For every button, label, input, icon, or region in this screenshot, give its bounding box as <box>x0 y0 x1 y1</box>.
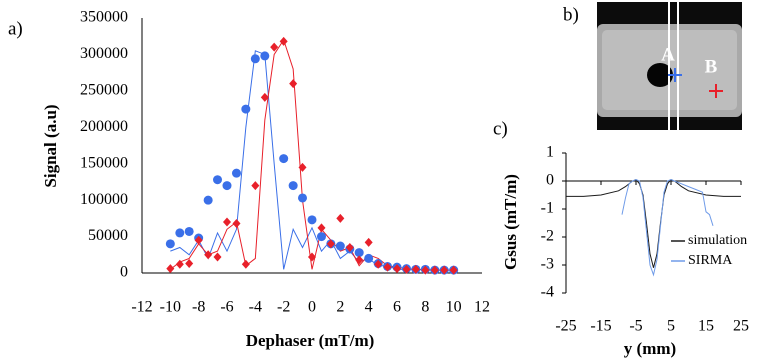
y-axis-title: Gsus (mT/m) <box>501 174 520 270</box>
y-tick-label: -4 <box>541 284 554 301</box>
y-tick-label: 200000 <box>80 118 128 135</box>
x-tick-label: -12 <box>131 299 152 316</box>
marker-label: A <box>661 44 675 65</box>
x-tick-label: -2 <box>277 299 290 316</box>
circle-point <box>166 239 175 248</box>
x-tick-label: 4 <box>365 299 373 316</box>
circle-point <box>213 175 222 184</box>
y-tick-label: -2 <box>541 228 554 245</box>
diamond-point <box>223 218 231 227</box>
diamond-point <box>251 181 259 190</box>
y-tick-label: -1 <box>541 200 554 217</box>
y-tick-label: -3 <box>541 256 554 273</box>
x-tick-label: 2 <box>336 299 344 316</box>
x-tick-label: -15 <box>590 318 611 335</box>
circle-point <box>260 51 269 60</box>
y-tick-label: 1 <box>546 144 554 161</box>
x-tick-label: -5 <box>629 318 642 335</box>
diamond-point <box>317 223 325 232</box>
diamond-point <box>365 238 373 247</box>
circle-point <box>251 54 260 63</box>
y-tick-label: 350000 <box>80 9 128 26</box>
y-axis-title: Signal (a.u) <box>41 104 60 187</box>
diamond-point <box>185 259 193 268</box>
diamond-point <box>242 260 250 269</box>
series-line <box>170 40 453 270</box>
x-tick-label: -4 <box>249 299 262 316</box>
figure: a) c) b) A B 050000100000150000200000250… <box>0 0 766 360</box>
x-tick-label: 5 <box>667 318 675 335</box>
y-tick-label: 250000 <box>80 82 128 99</box>
x-tick-label: 8 <box>421 299 429 316</box>
marker-label: B <box>705 56 718 77</box>
diamond-point <box>308 252 316 261</box>
panel-label: c) <box>493 118 508 139</box>
x-tick-label: 10 <box>446 299 462 316</box>
panel-label: a) <box>8 18 23 39</box>
y-tick-label: 150000 <box>80 154 128 171</box>
panel-label: b) <box>563 4 579 25</box>
x-tick-label: 0 <box>308 299 316 316</box>
series-line <box>170 51 453 270</box>
x-tick-label: -25 <box>555 318 576 335</box>
circle-point <box>308 215 317 224</box>
x-tick-label: -10 <box>160 299 181 316</box>
circle-point <box>204 196 213 205</box>
x-tick-label: 12 <box>474 299 490 316</box>
diamond-point <box>336 214 344 223</box>
x-tick-label: -6 <box>220 299 233 316</box>
x-tick-label: -8 <box>192 299 205 316</box>
circle-point <box>232 169 241 178</box>
circle-point <box>289 181 298 190</box>
circle-point <box>279 154 288 163</box>
legend-label: simulation <box>688 233 747 248</box>
diamond-point <box>166 264 174 273</box>
y-tick-label: 0 <box>546 172 554 189</box>
y-tick-label: 300000 <box>80 45 128 62</box>
legend-label: SIRMA <box>688 253 733 268</box>
x-tick-label: 25 <box>733 318 749 335</box>
x-axis-title: y (mm) <box>624 339 676 358</box>
y-tick-label: 50000 <box>88 227 128 244</box>
circle-point <box>364 254 373 263</box>
x-tick-label: 6 <box>393 299 401 316</box>
mri-image: A B <box>597 2 742 130</box>
y-tick-label: 0 <box>120 264 128 281</box>
y-tick-label: 100000 <box>80 191 128 208</box>
diamond-point <box>289 79 297 88</box>
circle-point <box>241 105 250 114</box>
circle-point <box>298 193 307 202</box>
circle-point <box>223 181 232 190</box>
diamond-point <box>232 219 240 228</box>
diamond-point <box>214 252 222 261</box>
x-tick-label: 15 <box>698 318 714 335</box>
circle-point <box>185 227 194 236</box>
x-axis-title: Dephaser (mT/m) <box>246 331 375 350</box>
circle-point <box>175 228 184 237</box>
circle-point <box>336 242 345 251</box>
circle-point <box>317 232 326 241</box>
